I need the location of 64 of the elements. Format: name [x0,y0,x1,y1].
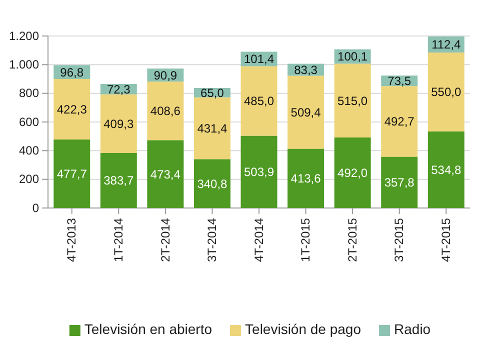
data-label: 473,4 [150,167,181,182]
data-label: 503,9 [244,165,274,180]
x-tick-label: 4T-2015 [438,218,453,262]
x-tick-label: 2T-2014 [158,218,172,262]
x-tick-label: 3T-2015 [392,218,406,262]
data-label: 534,8 [431,162,462,177]
legend-label: Radio [394,321,431,337]
bar [334,64,371,138]
bar [334,137,371,208]
x-tick-label: 1T-2014 [111,218,126,262]
data-label: 422,3 [56,102,88,116]
data-label: 550,0 [431,85,462,100]
bar [194,159,230,208]
y-tick-label: 200 [18,172,40,186]
bar [54,79,90,140]
data-label: 90,9 [154,68,178,82]
data-label: 383,7 [104,174,134,188]
data-label: 408,6 [150,104,181,118]
x-tick-label: 3T-2014 [205,218,220,262]
data-label: 83,3 [294,62,318,77]
x-tick-label: 4T-2014 [252,218,266,262]
bar [381,156,418,208]
bar [428,52,464,132]
y-tick-label: 1.200 [8,28,40,43]
bar [147,140,184,208]
y-tick-label: 800 [18,86,40,100]
data-label: 413,6 [290,172,322,186]
data-label: 100,1 [338,50,368,64]
data-label: 112,4 [432,38,462,52]
data-label: 509,4 [290,105,322,120]
bar [381,86,418,157]
x-tick-label: 4T-2013 [64,218,79,262]
data-label: 357,8 [384,176,415,190]
y-tick-label: 400 [18,144,40,158]
data-label: 477,7 [56,166,88,181]
bar [240,66,278,136]
legend-label: Televisión en abierto [84,321,212,337]
bar [194,97,230,160]
bar [100,153,137,208]
data-label: 485,0 [244,94,274,108]
x-tick-label: 2T-2015 [345,218,360,262]
y-tick-label: 0 [32,200,40,215]
data-label: 101,4 [244,52,274,66]
bar [428,131,464,208]
data-label: 73,5 [388,74,412,88]
data-label: 431,4 [197,121,228,136]
data-label: 96,8 [60,65,84,80]
y-tick-label: 1.000 [8,58,40,72]
data-label: 492,0 [338,166,368,180]
bar [54,140,90,208]
bar [288,148,324,208]
data-label: 72,3 [106,82,131,96]
data-label: 340,8 [197,176,228,191]
data-label: 65,0 [200,86,224,100]
y-tick-label: 600 [18,114,40,129]
bar [240,136,278,208]
bar [100,94,137,154]
legend-label: Televisión de pago [245,321,362,337]
bar [288,76,324,149]
bar [147,82,184,140]
x-tick-label: 1T-2015 [298,218,313,262]
data-label: 492,7 [384,114,415,129]
data-label: 515,0 [338,94,368,108]
data-label: 409,3 [104,116,134,131]
